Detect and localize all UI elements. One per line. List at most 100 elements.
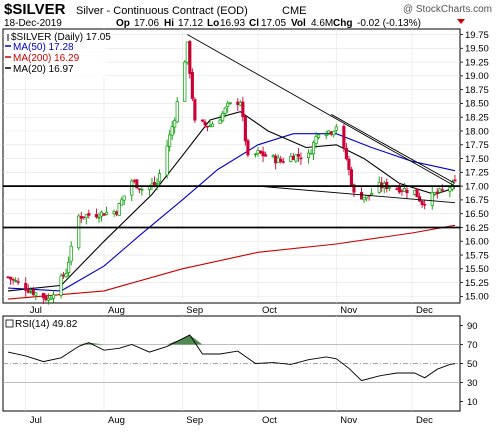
candle-body	[395, 188, 399, 190]
candle-body	[274, 155, 278, 164]
candle-body	[34, 292, 38, 296]
candle	[317, 133, 321, 140]
candle	[264, 151, 268, 157]
legend-item-ma200: MA(200) 16.29	[5, 53, 80, 64]
candle-body	[306, 152, 311, 158]
candle-body	[11, 279, 15, 281]
candle	[435, 188, 439, 199]
legend-ma20-text: MA(20) 16.97	[13, 64, 74, 75]
candle	[299, 152, 303, 165]
trendline	[257, 185, 455, 204]
candle-body	[236, 101, 240, 105]
candle	[294, 154, 298, 164]
candle	[347, 156, 351, 176]
candle	[165, 139, 169, 179]
candle-body	[77, 215, 81, 249]
down-arrow-icon	[457, 19, 465, 24]
candle-body	[344, 147, 348, 160]
candle	[175, 97, 179, 123]
ma50-layer	[7, 133, 456, 292]
candle-body	[415, 188, 419, 198]
candle-body	[185, 41, 189, 63]
price-y-tick-label: 18.25	[465, 113, 489, 124]
candle	[246, 138, 250, 158]
candle-body	[223, 107, 227, 114]
candle-body	[324, 134, 328, 136]
high-label: Hi	[164, 18, 174, 29]
price-y-tick-label: 18.00	[465, 126, 489, 137]
candle-body	[289, 155, 293, 163]
candle-body	[387, 186, 391, 189]
candle-body	[87, 213, 91, 216]
ma50-line	[7, 133, 456, 292]
candle-body	[200, 119, 205, 122]
candle	[130, 178, 134, 202]
exchange-label: CME	[282, 5, 306, 17]
candle-body	[299, 157, 303, 160]
candle-body	[16, 281, 20, 283]
close-value: 17.05	[261, 18, 286, 29]
candle-body	[122, 195, 126, 201]
candle-body	[9, 276, 13, 280]
candle	[405, 185, 409, 199]
candle	[34, 291, 38, 301]
candle-body	[418, 196, 422, 202]
candle-body	[135, 179, 139, 189]
candle	[312, 140, 316, 161]
candle-body	[79, 216, 83, 219]
candle	[314, 131, 318, 149]
candle-body	[309, 152, 313, 155]
price-y-tick-label: 17.00	[465, 181, 489, 192]
legend-price-text: $SILVER (Daily) 17.05	[11, 32, 111, 43]
legend-item-price: $SILVER (Daily) 17.05	[7, 32, 111, 43]
candle	[188, 39, 192, 79]
candle-body	[29, 291, 33, 293]
candle-body	[84, 214, 88, 219]
candle-body	[317, 134, 321, 138]
candle	[51, 290, 56, 303]
candle-body	[6, 276, 10, 279]
candle	[423, 199, 427, 210]
candle-body	[423, 204, 427, 206]
rsi-y-tick-label: 50	[467, 359, 478, 370]
candle	[397, 182, 401, 194]
candle-body	[365, 195, 369, 199]
candle-body	[221, 112, 225, 122]
candle-body	[413, 190, 417, 195]
candle-body	[44, 296, 48, 301]
candle-body	[155, 183, 159, 185]
candle-body	[94, 214, 98, 218]
candle-body	[24, 283, 28, 291]
candle-body	[397, 186, 401, 193]
candle	[221, 110, 225, 123]
price-y-tick-label: 15.75	[465, 250, 489, 261]
price-x-axis: Jul Aug Sep Oct Nov Dec	[30, 305, 433, 316]
candle-body	[175, 101, 179, 123]
candle	[135, 179, 139, 189]
candle	[24, 277, 28, 297]
rsi-y-axis: 10 30 50 70 90	[460, 321, 478, 408]
candle-body	[14, 280, 18, 282]
candle-body	[67, 261, 71, 273]
candle	[41, 292, 45, 305]
candle-body	[62, 274, 66, 277]
candle	[342, 123, 346, 153]
price-x-tick-label: Dec	[416, 305, 433, 316]
candle-body	[420, 200, 424, 205]
candle	[183, 60, 187, 102]
candle	[122, 195, 126, 206]
ma20-layer	[7, 111, 456, 292]
rsi-line	[7, 334, 456, 382]
candle	[185, 41, 189, 65]
trendline	[187, 34, 456, 187]
price-y-tick-label: 19.25	[465, 57, 489, 68]
candle-body	[342, 126, 346, 148]
price-y-tick-label: 18.50	[465, 99, 489, 110]
candle	[168, 129, 172, 152]
price-x-tick-label: Sep	[186, 305, 203, 316]
candle	[253, 153, 258, 158]
open-value: 17.06	[134, 18, 159, 29]
candle	[211, 121, 215, 128]
candle-body	[183, 61, 187, 102]
price-y-tick-label: 15.00	[465, 292, 489, 303]
